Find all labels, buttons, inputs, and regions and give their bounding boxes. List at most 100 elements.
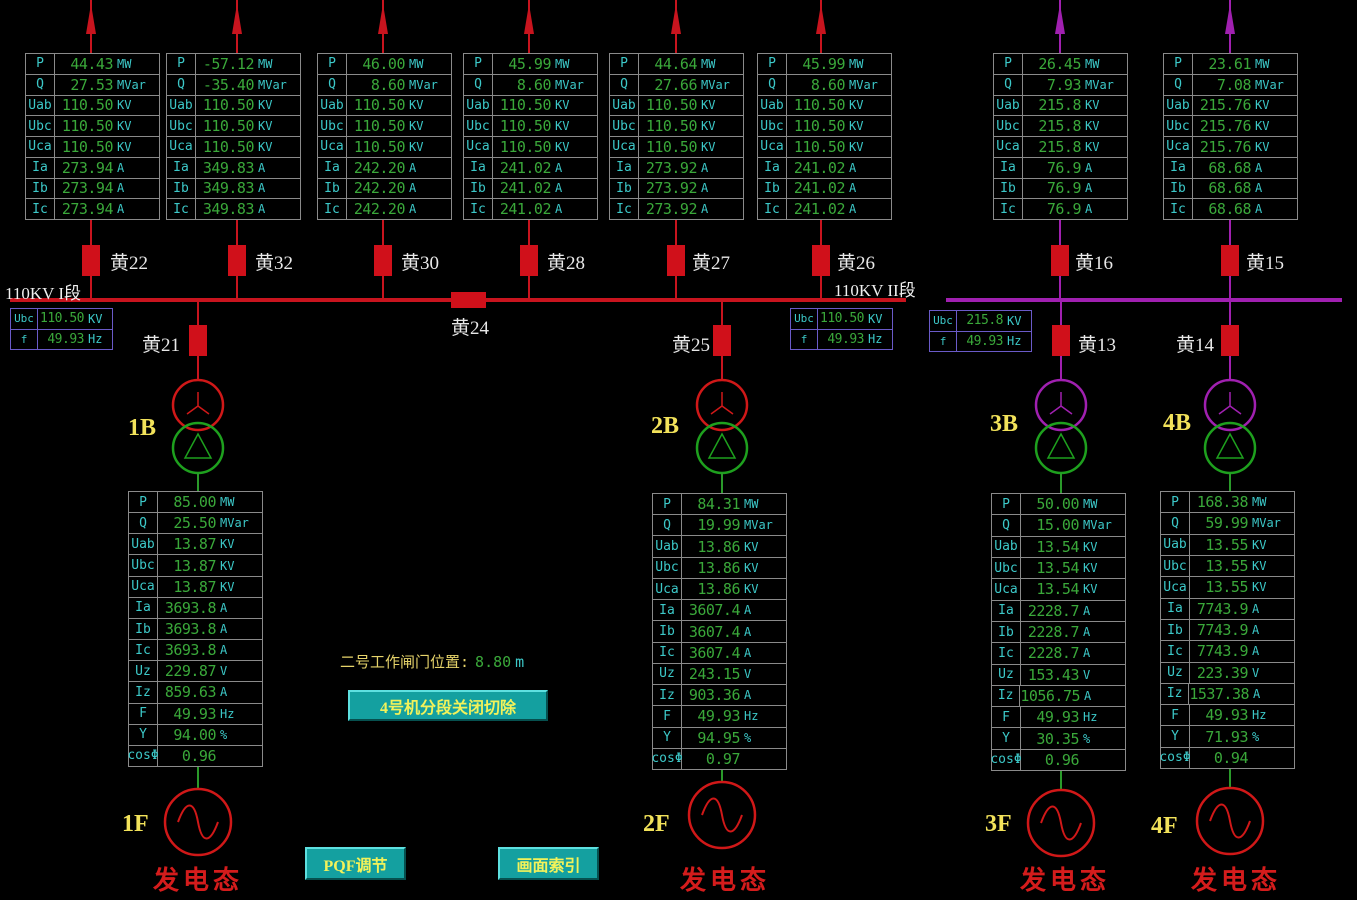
- row-unit: KV: [555, 139, 570, 154]
- row-value: 241.02: [499, 179, 552, 198]
- table-row: Q 15.00 MVar: [992, 514, 1125, 536]
- row-label: Ib: [167, 178, 196, 199]
- unit4-section-close-button[interactable]: 4号机分段关闭切除: [348, 690, 548, 721]
- row-value: 27.53: [70, 75, 113, 94]
- bus-tie-breaker: [451, 292, 486, 308]
- table-row: Uca 13.54 KV: [992, 578, 1125, 600]
- row-value: 44.43: [70, 54, 113, 73]
- table-row: f 49.93 Hz: [791, 328, 892, 349]
- row-value: 241.02: [793, 179, 846, 198]
- arrow-up-icon: [671, 4, 681, 34]
- row-label: P: [610, 54, 639, 74]
- row-value: 2228.7: [1027, 623, 1080, 642]
- table-row: Ia 241.02 A: [464, 156, 597, 178]
- row-unit: KV: [555, 98, 570, 113]
- row-label: P: [318, 54, 347, 74]
- row-value: 110.50: [353, 117, 406, 136]
- row-value: 2228.7: [1027, 644, 1080, 663]
- generator-label: 3F: [985, 811, 1012, 837]
- breaker-label: 黄21: [142, 335, 181, 356]
- row-value: 241.02: [793, 200, 846, 219]
- row-label: Ubc: [994, 116, 1023, 136]
- row-label: cosΦ: [990, 749, 1022, 771]
- row-unit: KV: [409, 119, 424, 134]
- feeder-table: P 23.61 MW Q 7.08 MVar Uab 215.76 KV Ubc 215.76 KV U…: [1163, 53, 1298, 220]
- row-value: 110.50: [645, 137, 698, 156]
- bus-val: 49.93: [966, 333, 1003, 349]
- table-row: Ic 242.20 A: [318, 198, 451, 219]
- sine-wave-icon: [1209, 803, 1251, 839]
- arrow-up-icon: [1055, 4, 1065, 34]
- row-unit: A: [220, 685, 228, 700]
- row-label: Uab: [26, 95, 55, 116]
- row-unit: A: [1252, 644, 1260, 659]
- row-value: 68.68: [1208, 200, 1251, 219]
- row-label: Uab: [318, 95, 347, 116]
- row-label: Iz: [653, 685, 682, 706]
- row-value: -57.12: [202, 54, 255, 73]
- row-label: Uz: [653, 663, 682, 685]
- bus-info-table: Ubc 215.8 KV f 49.93 Hz: [929, 310, 1032, 352]
- row-value: 13.54: [1036, 559, 1079, 578]
- row-label: Uca: [129, 576, 158, 597]
- arrow-up-icon: [816, 4, 826, 34]
- table-row: Ic 273.92 A: [610, 198, 743, 219]
- breaker-label: 黄30: [401, 253, 440, 274]
- row-value: 8.60: [810, 75, 846, 94]
- row-label: Y: [653, 727, 682, 748]
- bus-lbl: f: [930, 331, 957, 351]
- row-value: 273.92: [645, 200, 698, 219]
- generator-icon: [687, 780, 757, 850]
- row-unit: A: [1252, 601, 1260, 616]
- row-value: 27.66: [654, 75, 697, 94]
- row-unit: A: [409, 181, 417, 196]
- row-label: cosΦ: [651, 748, 683, 770]
- bus-lbl: Ubc: [930, 311, 957, 331]
- transformer-label: 4B: [1163, 410, 1192, 436]
- row-label: Ic: [1161, 641, 1190, 662]
- pqf-adjust-button[interactable]: PQF调节: [305, 847, 406, 880]
- row-label: Ib: [1161, 619, 1190, 641]
- bus-val: 110.50: [40, 311, 84, 327]
- row-unit: A: [1083, 646, 1091, 661]
- bus-val: 110.50: [820, 311, 864, 327]
- table-row: Uab 13.86 KV: [653, 535, 786, 557]
- table-row: F 49.93 Hz: [1161, 704, 1294, 726]
- row-unit: A: [1085, 202, 1093, 217]
- table-row: Ia 273.94 A: [26, 156, 159, 178]
- row-value: 242.20: [353, 200, 406, 219]
- row-label: Ubc: [318, 116, 347, 136]
- row-label: Ic: [992, 643, 1021, 664]
- breaker: [1051, 245, 1069, 276]
- table-row: Ubc 13.86 KV: [653, 556, 786, 578]
- row-unit: KV: [1083, 561, 1098, 576]
- table-row: P 45.99 MW: [464, 54, 597, 74]
- generator-table: P 168.38 MW Q 59.99 MVar Uab 13.55 KV Ubc 13.55 KV U…: [1159, 491, 1295, 769]
- screen-index-button[interactable]: 画面索引: [498, 847, 599, 880]
- row-value: 110.50: [202, 137, 255, 156]
- breaker-label: 黄28: [547, 253, 586, 274]
- row-value: 0.96: [181, 746, 217, 765]
- table-row: Y 94.95%: [653, 726, 786, 748]
- row-unit: KV: [258, 98, 273, 113]
- row-unit: MVar: [555, 77, 584, 92]
- row-value: 26.45: [1038, 54, 1081, 73]
- row-label: Ia: [129, 597, 158, 618]
- row-label: Uab: [464, 95, 493, 116]
- row-unit: MVar: [258, 77, 287, 92]
- row-unit: MW: [1255, 56, 1270, 71]
- table-row: Ia 7743.9 A: [1161, 597, 1294, 619]
- row-value: 49.93: [1205, 706, 1248, 725]
- row-label: Q: [26, 74, 55, 95]
- row-unit: KV: [701, 98, 716, 113]
- table-row: Q 27.53 MVar: [26, 73, 159, 95]
- table-row: Uz 229.87 V: [129, 660, 262, 682]
- breaker-label: 黄13: [1078, 335, 1117, 356]
- table-row: Q 25.50 MVar: [129, 512, 262, 534]
- row-label: Ib: [464, 178, 493, 199]
- table-row: Uz 243.15 V: [653, 662, 786, 685]
- row-value: -35.40: [202, 75, 255, 94]
- table-row: Ubc 110.50 KV: [318, 115, 451, 136]
- bus-info-table: Ubc 110.50 KV f 49.93 Hz: [790, 308, 893, 350]
- row-unit: MVar: [1083, 518, 1112, 533]
